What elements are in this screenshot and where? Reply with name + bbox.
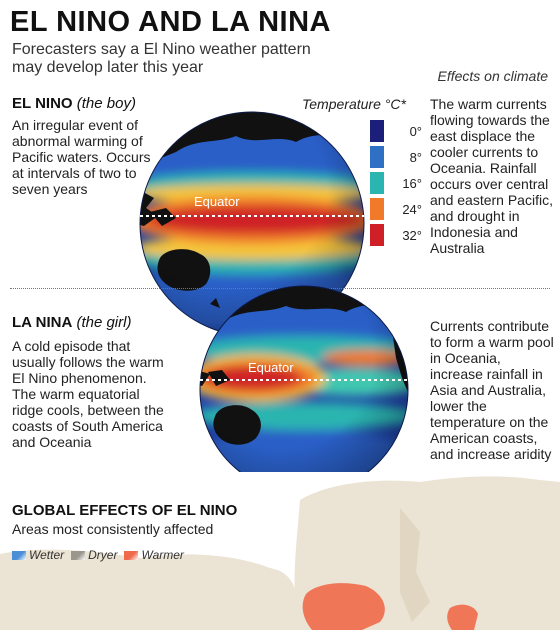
temperature-label: 8° (409, 149, 422, 165)
la-nina-name: LA NINA (12, 314, 73, 331)
temperature-label: 24° (402, 201, 422, 217)
el-nino-equator-label: Equator (194, 194, 240, 209)
temperature-swatch (370, 146, 384, 168)
page-title: EL NINO AND LA NINA (10, 6, 331, 38)
effects-label: Dryer (88, 548, 118, 562)
global-effects-legend: Wetter Dryer Warmer (12, 548, 191, 562)
la-nina-nickname: (the girl) (76, 314, 132, 331)
temperature-legend-row: 8° (370, 145, 422, 169)
temperature-legend: 0° 8° 16° 24° 32° (370, 119, 422, 249)
el-nino-nickname: (the boy) (76, 95, 136, 112)
effects-legend-item: Dryer (71, 548, 117, 562)
la-nina-description: A cold episode that usually follows the … (12, 338, 164, 450)
effects-legend-item: Warmer (124, 548, 184, 562)
temperature-legend-row: 16° (370, 171, 422, 195)
temperature-legend-row: 0° (370, 119, 422, 143)
effects-heading: Effects on climate (437, 68, 549, 84)
temperature-legend-title: Temperature °C* (302, 96, 406, 112)
la-nina-effects: Currents contribute to form a warm pool … (430, 318, 554, 462)
el-nino-name: EL NINO (12, 95, 73, 112)
effects-swatch (124, 550, 139, 560)
temperature-swatch (370, 198, 384, 220)
el-nino-description: An irregular event of abnormal warming o… (12, 117, 151, 197)
effects-swatch (12, 550, 26, 560)
temperature-swatch (370, 224, 384, 246)
effects-label: Wetter (29, 548, 65, 562)
temperature-label: 32° (402, 227, 422, 243)
global-effects-title: GLOBAL EFFECTS OF EL NINO (12, 502, 238, 519)
el-nino-globe: Equator (139, 111, 365, 337)
world-map (0, 472, 560, 630)
effects-legend-item: Wetter (12, 548, 64, 562)
temperature-label: 0° (409, 123, 422, 139)
la-nina-equator-label: Equator (248, 360, 294, 375)
temperature-label: 16° (402, 175, 422, 191)
temperature-legend-row: 32° (370, 223, 422, 247)
global-effects-subtitle: Areas most consistently affected (12, 521, 214, 537)
temperature-legend-row: 24° (370, 197, 422, 221)
effects-swatch (71, 550, 86, 560)
effects-label: Warmer (141, 548, 184, 562)
el-nino-heading: EL NINO (the boy) (12, 95, 136, 112)
page-subtitle: Forecasters say a El Nino weather patter… (12, 41, 311, 76)
temperature-swatch (370, 120, 384, 142)
temperature-swatch (370, 172, 384, 194)
la-nina-globe: Equator (199, 285, 409, 495)
el-nino-effects: The warm currents flowing towards the ea… (430, 96, 553, 256)
la-nina-heading: LA NINA (the girl) (12, 314, 131, 331)
